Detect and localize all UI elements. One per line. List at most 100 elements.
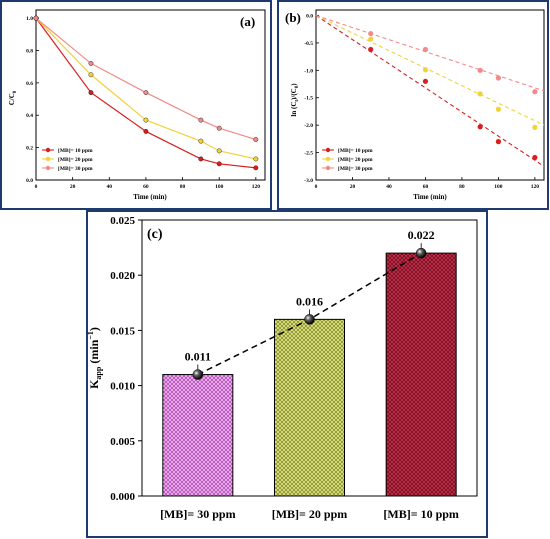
data-point: [198, 138, 204, 144]
legend-label: [MB]= 30 ppm: [338, 166, 373, 172]
y-tick-label: 0.8: [26, 48, 33, 54]
legend-swatch-point: [325, 147, 331, 153]
fit-line: [315, 14, 545, 92]
panel-b-ylabel: ln (Ct)/(C0): [290, 83, 300, 117]
data-point: [253, 156, 259, 162]
data-point: [368, 36, 374, 42]
y-tick-label: 0.020: [110, 270, 135, 282]
x-tick-label: 0: [35, 184, 38, 190]
data-point: [198, 117, 204, 123]
panel-b-label: (b): [285, 10, 301, 25]
y-tick-label: 0.015: [110, 325, 135, 337]
x-tick-label: 60: [423, 184, 429, 190]
panel-b-chart: (b) Time (min) ln (Ct)/(C0) 0.0 -0.5 -1.0 -…: [285, 9, 545, 201]
category-label: [MB]= 10 ppm: [383, 507, 459, 521]
data-point: [422, 78, 429, 84]
data-point: [198, 156, 204, 162]
data-point: [495, 139, 501, 145]
data-point: [495, 75, 501, 81]
panel-b-axes: [315, 9, 545, 181]
x-tick-label: 80: [459, 184, 465, 190]
data-point: [143, 129, 149, 134]
data-point: [143, 117, 149, 123]
legend-swatch-point: [45, 156, 51, 162]
y-tick-label: -2.5: [304, 151, 313, 157]
legend-label: [MB]= 20 ppm: [58, 157, 93, 163]
y-tick-label: 0.005: [110, 436, 135, 448]
y-tick-label: 0.000: [110, 491, 135, 503]
data-point: [477, 124, 483, 130]
data-point: [216, 125, 222, 131]
trend-marker: [192, 369, 204, 380]
panel-a-frame: [0, 0, 272, 210]
x-tick-label: 40: [386, 184, 392, 190]
data-point: [532, 154, 538, 161]
panel-b-xlabel: Time (min): [413, 193, 447, 201]
bar: [385, 252, 457, 497]
data-point: [216, 148, 222, 154]
legend-label: [MB]= 10 ppm: [338, 148, 373, 154]
panel-a-axes: [35, 9, 266, 181]
y-tick-label: 0.6: [26, 81, 33, 87]
data-point: [532, 124, 538, 130]
x-tick-label: 20: [350, 184, 356, 190]
data-point: [88, 72, 94, 78]
x-tick-label: 120: [531, 184, 540, 190]
panel-b-frame: [277, 0, 549, 210]
panel-a-xlabel: Time (min): [133, 193, 167, 201]
data-point: [477, 67, 483, 73]
data-point: [368, 30, 374, 37]
data-point: [495, 106, 501, 112]
legend-label: [MB]= 10 ppm: [58, 148, 93, 154]
legend-label: [MB]= 20 ppm: [338, 157, 373, 163]
data-point: [253, 165, 259, 171]
legend-swatch-point: [325, 156, 331, 162]
bar: [162, 374, 234, 497]
x-tick-label: 60: [143, 184, 149, 190]
legend-label: [MB]= 30 ppm: [58, 166, 93, 172]
data-point: [477, 91, 483, 97]
x-tick-label: 100: [215, 184, 224, 190]
data-point: [368, 46, 374, 53]
y-tick-label: -3.0: [304, 178, 313, 184]
series-line: [35, 17, 256, 169]
panel-c-chart: (c) Kapp (min−1) 0.0000.0050.0100.0150.0…: [86, 215, 478, 521]
value-label: 0.011: [185, 350, 211, 364]
y-tick-label: -1.0: [304, 68, 313, 74]
y-tick-label: -2.0: [304, 123, 313, 129]
category-label: [MB]= 30 ppm: [160, 507, 236, 521]
data-point: [216, 161, 222, 167]
series-line: [35, 17, 257, 141]
x-tick-label: 0: [315, 184, 318, 190]
legend-swatch-point: [45, 165, 51, 171]
panel-c-label: (c): [147, 227, 163, 242]
y-tick-label: 0.2: [26, 146, 33, 152]
category-label: [MB]= 20 ppm: [272, 507, 348, 521]
y-tick-label: -1.5: [304, 96, 313, 102]
panel-a-chart: (a) Time (min) C/C0 0.0 0.2 0.4 0.6 0.8 1.0 0 2…: [8, 9, 266, 201]
y-tick-label: 0.4: [26, 113, 33, 119]
y-tick-label: -0.5: [304, 41, 313, 47]
data-point: [253, 137, 259, 142]
series-line: [35, 17, 256, 160]
trend-marker: [415, 247, 427, 259]
y-tick-label: 0.0: [306, 13, 313, 19]
fit-line: [315, 14, 545, 126]
data-point: [422, 67, 429, 73]
panel-a-ylabel: C/C0: [8, 90, 18, 105]
data-point: [422, 46, 429, 53]
trend-marker: [304, 314, 315, 325]
data-point: [88, 90, 94, 95]
x-tick-label: 120: [252, 184, 261, 190]
y-tick-label: 1.0: [26, 16, 33, 22]
legend-swatch-point: [325, 165, 331, 171]
data-point: [33, 15, 39, 21]
x-tick-label: 40: [107, 184, 113, 190]
data-point: [88, 61, 94, 66]
bar: [274, 318, 345, 497]
data-point: [532, 89, 538, 95]
legend-swatch-point: [45, 147, 51, 153]
y-tick-label: 0.010: [110, 381, 135, 393]
panel-a-label: (a): [240, 14, 255, 29]
